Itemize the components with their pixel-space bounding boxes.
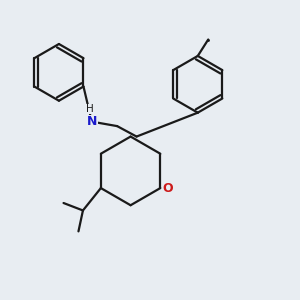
Text: H: H xyxy=(86,104,94,114)
Text: O: O xyxy=(163,182,173,195)
Text: N: N xyxy=(87,115,97,128)
